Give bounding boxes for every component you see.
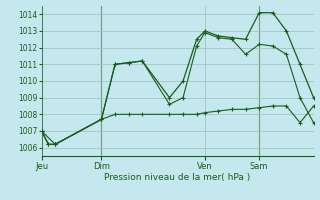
X-axis label: Pression niveau de la mer( hPa ): Pression niveau de la mer( hPa ) (104, 173, 251, 182)
